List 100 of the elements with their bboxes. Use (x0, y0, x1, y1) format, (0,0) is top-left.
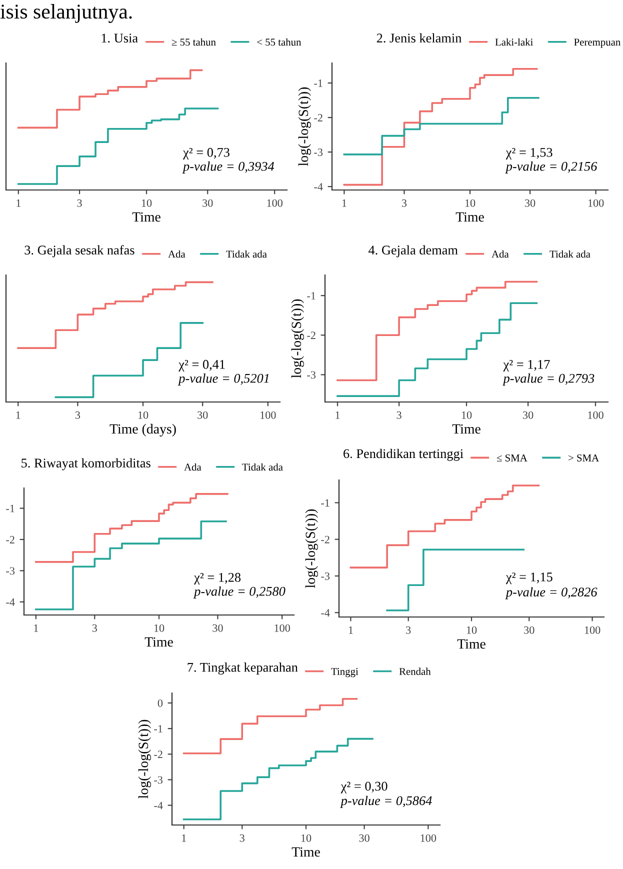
x-axis-title: Time (292, 847, 320, 857)
x-tick-label: 100 (260, 411, 276, 419)
x-tick-label: 100 (267, 199, 282, 207)
x-tick-label: 3 (406, 626, 411, 634)
annotation: χ² = 1,17 (503, 360, 550, 372)
x-tick-label: 3 (92, 624, 97, 632)
legend-title: 3. Gejala sesak nafas (24, 245, 134, 258)
y-tick-label: -2 (314, 114, 322, 122)
x-tick-label: 100 (420, 834, 436, 842)
legend-label: > SMA (568, 454, 600, 462)
annotation: χ² = 0,73 (183, 148, 230, 160)
x-axis-title: Time (457, 639, 486, 649)
x-tick-label: 30 (212, 624, 223, 632)
legend-title: 2. Jenis kelamin (376, 33, 462, 43)
y-tick-label: -1 (307, 292, 316, 300)
x-tick-label: 10 (142, 199, 152, 207)
x-tick-label: 1 (348, 626, 353, 634)
x-tick-label: 30 (202, 199, 213, 207)
annotation: χ² = 1,28 (194, 572, 241, 585)
legend-label: ≥ 55 tahun (172, 38, 216, 46)
annotation: χ² = 0,30 (340, 782, 388, 794)
x-axis-title: Time (144, 637, 173, 647)
x-tick-label: 1 (336, 411, 340, 419)
y-axis-title: log(-log(S(t))) (291, 299, 304, 378)
x-tick-label: 10 (466, 626, 477, 634)
legend-label: Tidak ada (550, 250, 590, 258)
annotation: p-value = 0,2156 (505, 162, 598, 174)
y-tick-label: -3 (6, 567, 15, 575)
x-tick-label: 100 (588, 199, 604, 207)
annotation: p-value = 0,5201 (178, 374, 269, 386)
x-tick-label: 10 (154, 624, 164, 632)
annotation: χ² = 1,15 (506, 572, 552, 584)
y-tick-label: -3 (307, 371, 316, 379)
x-tick-label: 1 (16, 411, 20, 419)
x-tick-label: 30 (359, 834, 370, 842)
legend-title: 1. Usia (102, 34, 138, 43)
y-tick-label: -4 (321, 609, 330, 616)
annotation: p-value = 0,5864 (340, 796, 432, 808)
legend-label: < 55 tahun (257, 38, 302, 46)
y-tick-label: -3 (154, 776, 163, 784)
y-tick-label: -4 (314, 183, 323, 190)
x-axis-title: Time (452, 424, 480, 434)
x-tick-label: 1 (16, 199, 21, 207)
x-tick-label: 10 (462, 411, 472, 419)
x-tick-label: 3 (396, 411, 402, 419)
y-tick-label: -4 (6, 598, 15, 606)
x-tick-label: 30 (525, 199, 536, 207)
y-tick-label: -1 (314, 80, 322, 87)
x-tick-label: 10 (301, 834, 312, 842)
legend-title: 7. Tingkat keparahan (188, 662, 298, 675)
x-axis-title: Time (132, 212, 160, 222)
x-tick-label: 30 (524, 626, 534, 634)
annotation: p-value = 0,2793 (502, 374, 594, 386)
x-tick-label: 1 (34, 624, 38, 632)
y-axis-title: log(-log(S(t))) (298, 87, 311, 166)
legend-title: 5. Riwayat komorbiditas (22, 458, 150, 470)
x-tick-label: 3 (402, 199, 407, 207)
x-tick-label: 1 (342, 199, 346, 207)
y-tick-label: -2 (321, 536, 330, 544)
annotation: p-value = 0,3934 (182, 162, 274, 174)
y-axis-title: log(-log(S(t))) (305, 509, 318, 588)
legend-label: Rendah (399, 668, 431, 676)
x-tick-label: 3 (240, 834, 244, 842)
y-tick-label: 0 (158, 699, 163, 707)
annotation: p-value = 0,2580 (193, 586, 286, 598)
y-tick-label: -1 (321, 499, 330, 507)
y-tick-label: -1 (154, 725, 162, 732)
y-tick-label: -2 (154, 750, 162, 758)
x-tick-label: 3 (75, 411, 80, 419)
x-tick-label: 10 (465, 199, 476, 207)
x-tick-label: 1 (182, 834, 186, 842)
x-tick-label: 100 (588, 411, 604, 419)
legend-label: Tidak ada (226, 250, 267, 258)
legend-title: 6. Pendidikan tertinggi (344, 448, 464, 461)
x-axis-title: Time (days) (110, 424, 176, 437)
x-tick-label: 10 (138, 411, 148, 419)
x-tick-label: 30 (198, 411, 208, 419)
x-axis-title: Time (456, 212, 484, 222)
legend-label: Ada (184, 463, 202, 471)
annotation: χ² = 0,41 (178, 360, 225, 372)
legend-label: Tidak ada (242, 463, 283, 471)
legend-label: Tinggi (331, 668, 358, 678)
legend-label: Perempuan (574, 38, 621, 48)
y-tick-label: -3 (314, 148, 323, 156)
x-tick-label: 100 (584, 626, 600, 634)
y-tick-label: -4 (154, 802, 163, 810)
annotation: p-value = 0,2826 (505, 587, 598, 600)
text: isis selanjutnya. (0, 4, 132, 23)
legend-label: ≤ SMA (496, 454, 528, 462)
annotation: χ² = 1,53 (506, 148, 552, 160)
x-tick-label: 30 (523, 411, 534, 419)
y-tick-label: -2 (307, 332, 316, 339)
legend-label: Laki-laki (495, 38, 533, 46)
legend-title: 4. Gejala demam (368, 245, 458, 258)
legend-label: Ada (168, 250, 186, 258)
y-tick-label: -1 (6, 504, 14, 512)
x-tick-label: 100 (274, 624, 290, 632)
legend-label: Ada (492, 250, 509, 258)
x-tick-label: 3 (77, 199, 82, 207)
y-tick-label: -3 (321, 572, 330, 580)
